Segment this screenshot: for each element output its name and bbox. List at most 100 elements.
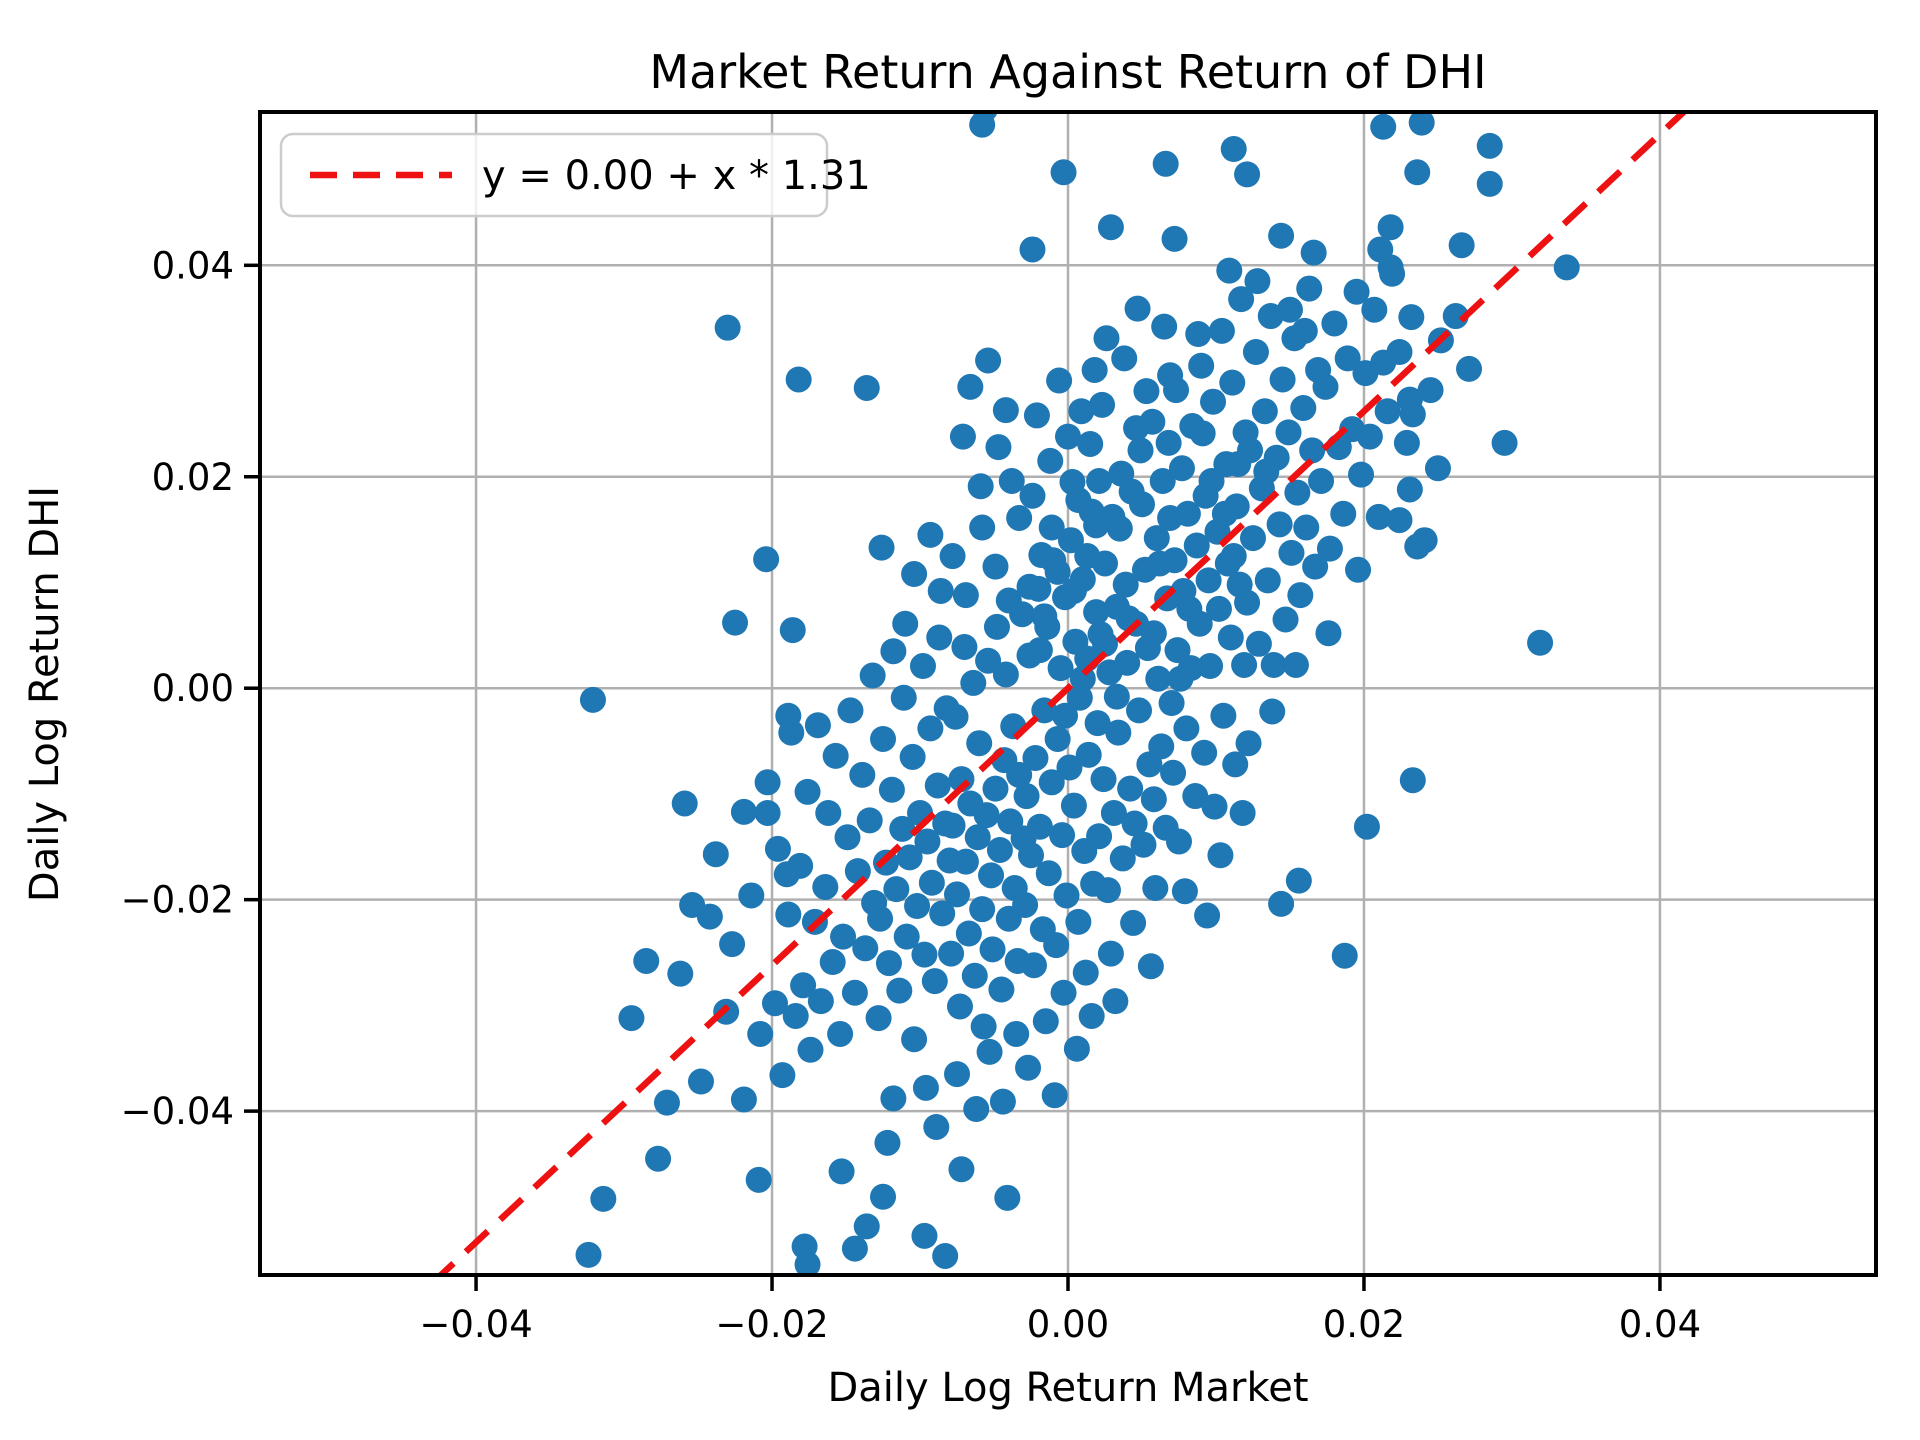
- data-point: [1331, 942, 1358, 969]
- data-point: [1167, 665, 1194, 692]
- data-point: [867, 905, 894, 932]
- data-point: [1216, 257, 1243, 284]
- data-point: [1200, 388, 1227, 415]
- data-point: [1361, 296, 1388, 323]
- data-point: [924, 772, 951, 799]
- data-point: [1052, 702, 1079, 729]
- data-point: [960, 669, 987, 696]
- data-point: [822, 742, 849, 769]
- data-point: [989, 1088, 1016, 1115]
- data-point: [901, 561, 928, 588]
- data-point: [932, 1242, 959, 1269]
- data-point: [883, 876, 910, 903]
- data-point: [1026, 637, 1053, 664]
- data-point: [1151, 313, 1178, 340]
- data-point: [1254, 567, 1281, 594]
- data-point: [778, 719, 805, 746]
- data-point: [938, 940, 965, 967]
- data-point: [618, 1005, 645, 1032]
- data-point: [1553, 254, 1580, 281]
- data-point: [1330, 500, 1357, 527]
- data-point: [918, 869, 945, 896]
- data-point: [880, 1085, 907, 1112]
- data-point: [1356, 423, 1383, 450]
- data-point: [1019, 236, 1046, 263]
- data-point: [970, 1013, 997, 1040]
- data-point: [1290, 395, 1317, 422]
- data-point: [1137, 953, 1164, 980]
- data-point: [880, 638, 907, 665]
- data-point: [1023, 402, 1050, 429]
- data-point: [645, 1145, 672, 1172]
- data-point: [1006, 761, 1033, 788]
- legend-label: y = 0.00 + x * 1.31: [482, 153, 871, 199]
- data-point: [853, 374, 880, 401]
- data-point: [1075, 741, 1102, 768]
- data-point: [1105, 719, 1132, 746]
- data-point: [1370, 113, 1397, 140]
- data-point: [753, 546, 780, 573]
- data-point: [1398, 304, 1425, 331]
- data-point: [1174, 500, 1201, 527]
- data-point: [1160, 759, 1187, 786]
- data-point: [1060, 792, 1087, 819]
- data-point: [1020, 952, 1047, 979]
- data-point: [1035, 860, 1062, 887]
- data-point: [1268, 890, 1295, 917]
- data-point: [1191, 739, 1218, 766]
- data-point: [1106, 515, 1133, 542]
- data-point: [1367, 236, 1394, 263]
- data-point: [1091, 550, 1118, 577]
- data-point: [1142, 875, 1169, 902]
- data-point: [1031, 603, 1058, 630]
- data-point: [687, 1068, 714, 1095]
- data-point: [1312, 373, 1339, 400]
- data-point: [1050, 979, 1077, 1006]
- data-point: [1291, 317, 1318, 344]
- data-point: [1140, 786, 1167, 813]
- data-point: [1379, 260, 1406, 287]
- data-point: [923, 1113, 950, 1140]
- data-point: [1345, 556, 1372, 583]
- y-axis-label: Daily Log Return DHI: [22, 486, 68, 902]
- data-point: [1353, 813, 1380, 840]
- data-point: [1278, 539, 1305, 566]
- data-point: [870, 725, 897, 752]
- data-point: [1081, 356, 1108, 383]
- data-point: [1239, 525, 1266, 552]
- data-point: [819, 949, 846, 976]
- data-point: [1173, 715, 1200, 742]
- data-point: [1121, 810, 1148, 837]
- data-point: [944, 881, 971, 908]
- data-point: [1065, 908, 1092, 935]
- data-point: [1164, 637, 1191, 664]
- data-point: [1109, 845, 1136, 872]
- data-point: [1316, 535, 1343, 562]
- y-tick-label: 0.04: [152, 244, 234, 287]
- data-point: [1006, 504, 1033, 531]
- data-point: [1127, 437, 1154, 464]
- data-point: [1442, 303, 1469, 330]
- data-point: [1152, 150, 1179, 177]
- data-point: [1044, 558, 1071, 585]
- data-point: [849, 761, 876, 788]
- data-point: [1393, 429, 1420, 456]
- data-point: [1083, 599, 1110, 626]
- data-point: [1026, 813, 1053, 840]
- data-point: [1251, 398, 1278, 425]
- data-point: [1140, 620, 1167, 647]
- data-point: [1396, 476, 1423, 503]
- data-point: [992, 397, 1019, 424]
- data-point: [1068, 398, 1095, 425]
- data-point: [1022, 744, 1049, 771]
- data-point: [754, 799, 781, 826]
- data-point: [859, 662, 886, 689]
- data-point: [1091, 630, 1118, 657]
- data-point: [761, 990, 788, 1017]
- data-point: [966, 730, 993, 757]
- data-point: [921, 968, 948, 995]
- data-point: [1044, 725, 1071, 752]
- data-point: [1210, 702, 1237, 729]
- data-point: [1527, 629, 1554, 656]
- data-point: [901, 1026, 928, 1053]
